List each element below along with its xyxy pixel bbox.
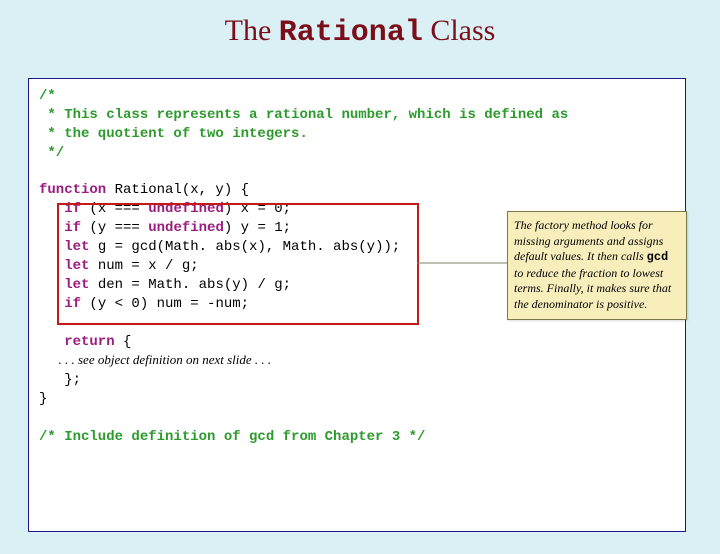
title-post: Class <box>423 14 496 47</box>
callout-note: The factory method looks for missing arg… <box>507 211 687 320</box>
kw-letn: let <box>39 258 89 274</box>
fn-sig-rest: Rational(x, y) { <box>106 182 249 198</box>
callout-pre: The factory method looks for missing arg… <box>514 218 663 263</box>
page-title: The Rational Class <box>0 14 720 50</box>
comment-l1: * This class represents a rational numbe… <box>39 107 568 123</box>
kw-letd: let <box>39 277 89 293</box>
kw-function: function <box>39 182 106 198</box>
obj-ellipsis: . . . see object definition on next slid… <box>39 352 271 367</box>
title-code: Rational <box>279 16 423 50</box>
fn-close: } <box>39 391 47 407</box>
kw-return: return <box>39 334 115 350</box>
kw-if1: if <box>39 201 81 217</box>
kw-if2: if <box>39 220 81 236</box>
kw-letg: let <box>39 239 89 255</box>
code-block: /* * This class represents a rational nu… <box>39 87 568 447</box>
title-pre: The <box>225 14 279 47</box>
comment-close: */ <box>39 145 64 161</box>
code-box: /* * This class represents a rational nu… <box>28 78 686 532</box>
kw-ifneg: if <box>39 296 81 312</box>
callout-bold: gcd <box>647 250 669 264</box>
comment-open: /* <box>39 88 56 104</box>
callout-post: to reduce the fraction to lowest terms. … <box>514 266 671 311</box>
gcd-comment: /* Include definition of gcd from Chapte… <box>39 429 425 445</box>
ret-close: }; <box>39 372 81 388</box>
comment-l2: * the quotient of two integers. <box>39 126 308 142</box>
